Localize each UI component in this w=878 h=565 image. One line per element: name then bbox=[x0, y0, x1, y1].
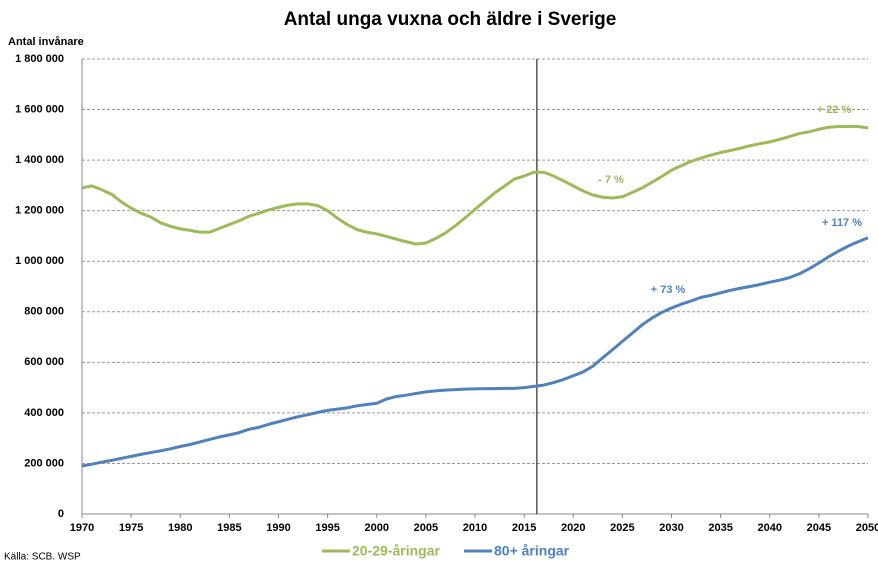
y-tick-label: 1 200 000 bbox=[15, 205, 64, 217]
x-tick-label: 2020 bbox=[561, 522, 585, 534]
annotation: + 22 % bbox=[817, 104, 852, 116]
y-tick-label: 1 800 000 bbox=[15, 53, 64, 65]
y-tick-label: 400 000 bbox=[24, 407, 64, 419]
x-tick-label: 2005 bbox=[414, 522, 438, 534]
x-tick-label: 2025 bbox=[610, 522, 634, 534]
x-tick-label: 2000 bbox=[365, 522, 389, 534]
legend-label: 80+ åringar bbox=[494, 543, 570, 559]
x-tick-label: 1985 bbox=[217, 522, 241, 534]
x-tick-label: 2050 bbox=[856, 522, 878, 534]
x-tick-label: 2040 bbox=[758, 522, 782, 534]
chart-title: Antal unga vuxna och äldre i Sverige bbox=[284, 9, 617, 30]
x-tick-label: 1995 bbox=[315, 522, 339, 534]
x-tick-label: 2030 bbox=[659, 522, 683, 534]
y-axis-label: Antal invånare bbox=[8, 36, 84, 48]
legend-label: 20-29-åringar bbox=[352, 543, 440, 559]
x-tick-label: 2035 bbox=[708, 522, 732, 534]
series-line bbox=[81, 236, 869, 468]
y-tick-label: 800 000 bbox=[24, 306, 64, 318]
x-tick-label: 1970 bbox=[70, 522, 94, 534]
x-tick-label: 2015 bbox=[512, 522, 536, 534]
x-tick-label: 1990 bbox=[266, 522, 290, 534]
annotation: - 7 % bbox=[598, 174, 624, 186]
y-tick-label: 200 000 bbox=[24, 457, 64, 469]
y-tick-label: 600 000 bbox=[24, 356, 64, 368]
annotation: + 73 % bbox=[651, 284, 686, 296]
y-tick-label: 1 400 000 bbox=[15, 154, 64, 166]
series-line bbox=[81, 124, 869, 246]
y-tick-label: 1 600 000 bbox=[15, 103, 64, 115]
y-tick-label: 0 bbox=[58, 508, 64, 520]
annotation: + 117 % bbox=[822, 217, 862, 229]
x-tick-label: 1980 bbox=[168, 522, 192, 534]
x-tick-label: 2045 bbox=[807, 522, 831, 534]
y-tick-label: 1 000 000 bbox=[15, 255, 64, 267]
x-tick-label: 1975 bbox=[119, 522, 143, 534]
source: Källa: SCB. WSP bbox=[4, 552, 81, 563]
x-tick-label: 2010 bbox=[463, 522, 487, 534]
